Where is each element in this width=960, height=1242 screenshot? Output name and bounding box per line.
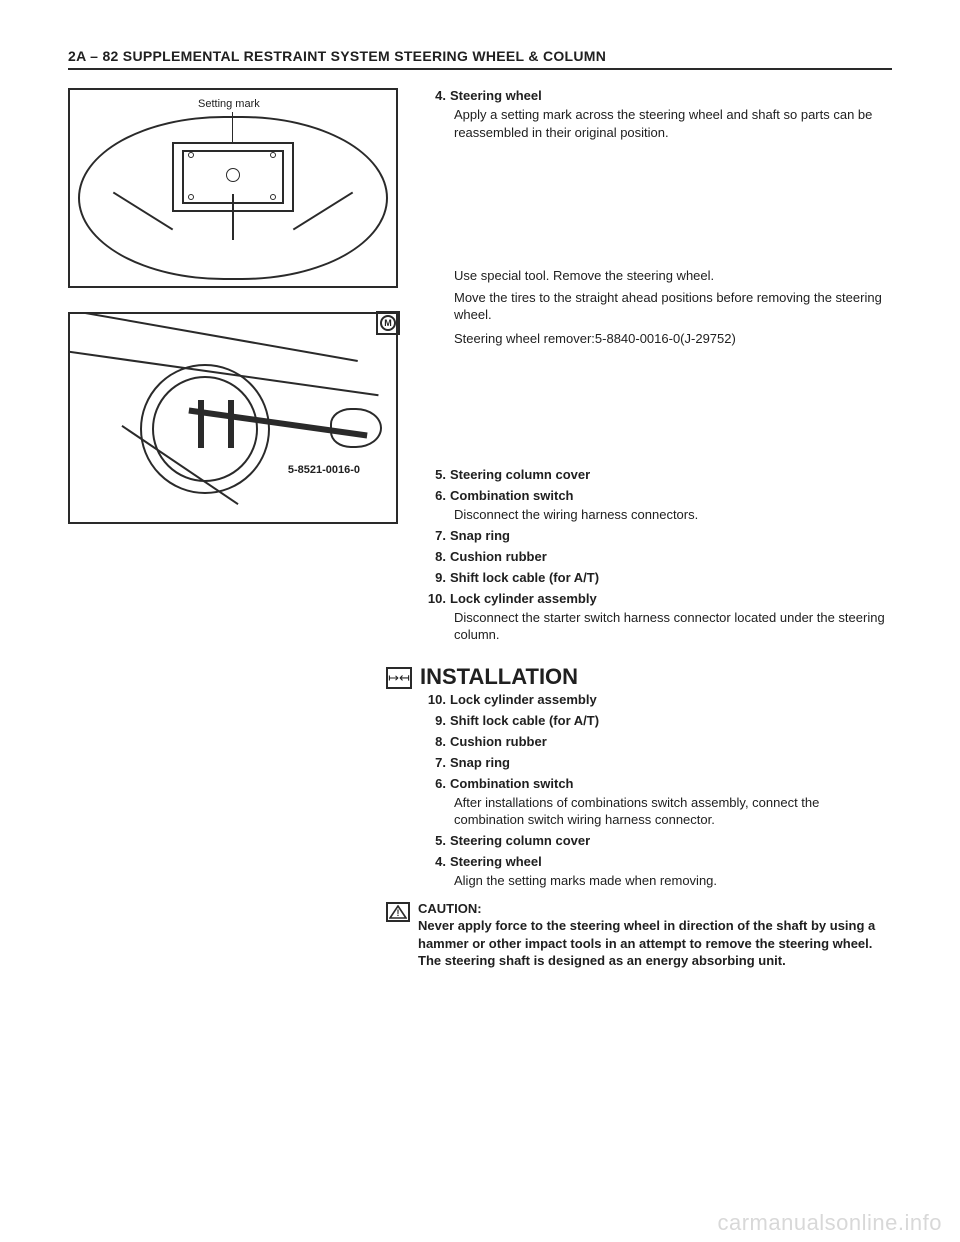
- bolt-hole-1: [188, 152, 194, 158]
- step-number: 4.: [420, 854, 450, 869]
- removal-step-5: 5. Steering column cover: [420, 467, 892, 482]
- step-number: 7.: [420, 528, 450, 543]
- tool-line-2: Move the tires to the straight ahead pos…: [454, 289, 892, 324]
- install-step-6: 6. Combination switch: [420, 776, 892, 791]
- step-label: Lock cylinder assembly: [450, 591, 892, 606]
- bolt-hole-3: [188, 194, 194, 200]
- install-step-4: 4. Steering wheel: [420, 854, 892, 869]
- install-step-5: 5. Steering column cover: [420, 833, 892, 848]
- step-body: Apply a setting mark across the steering…: [454, 106, 892, 141]
- step-label: Combination switch: [450, 776, 892, 791]
- step-body: Align the setting marks made when removi…: [454, 872, 892, 890]
- step-label: Steering column cover: [450, 833, 892, 848]
- spacer-2: [420, 351, 892, 467]
- step-label: Cushion rubber: [450, 549, 892, 564]
- step-body: Disconnect the wiring harness connectors…: [454, 506, 892, 524]
- figure-remover-tool: 5-8521-0016-0: [68, 312, 398, 524]
- hand-outline: [330, 408, 382, 448]
- step-number: 9.: [420, 713, 450, 728]
- step-number: 7.: [420, 755, 450, 770]
- step-number: 9.: [420, 570, 450, 585]
- watermark: carmanualsonline.info: [717, 1210, 942, 1236]
- caution-icon: !: [386, 902, 410, 922]
- header-text: 2A – 82 SUPPLEMENTAL RESTRAINT SYSTEM ST…: [68, 48, 892, 64]
- step-label: Steering column cover: [450, 467, 892, 482]
- setting-mark-label: Setting mark: [198, 98, 260, 110]
- step-number: 5.: [420, 833, 450, 848]
- step-number: 8.: [420, 549, 450, 564]
- install-icon: ↦↤: [386, 667, 412, 689]
- puller-leg-2: [228, 400, 234, 448]
- step-label: Steering wheel: [450, 88, 892, 103]
- page-header: 2A – 82 SUPPLEMENTAL RESTRAINT SYSTEM ST…: [68, 48, 892, 70]
- installation-heading-row: ↦↤ INSTALLATION: [386, 664, 892, 690]
- step-label: Lock cylinder assembly: [450, 692, 892, 707]
- tool-icon-letter: M: [380, 315, 396, 331]
- caution-body: Never apply force to the steering wheel …: [418, 917, 892, 970]
- step-body: Disconnect the starter switch harness co…: [454, 609, 892, 644]
- removal-step-9: 9. Shift lock cable (for A/T): [420, 570, 892, 585]
- install-step-10: 10. Lock cylinder assembly: [420, 692, 892, 707]
- step-label: Combination switch: [450, 488, 892, 503]
- tool-icon: M: [376, 311, 400, 335]
- step-label: Shift lock cable (for A/T): [450, 713, 892, 728]
- manual-page: 2A – 82 SUPPLEMENTAL RESTRAINT SYSTEM ST…: [0, 0, 960, 1242]
- caution-label: CAUTION:: [418, 900, 892, 918]
- bolt-hole-4: [270, 194, 276, 200]
- tool-number-label: 5-8521-0016-0: [288, 464, 360, 476]
- installation-title: INSTALLATION: [420, 664, 578, 690]
- bolt-hole-2: [270, 152, 276, 158]
- step-number: 6.: [420, 488, 450, 503]
- step-label: Steering wheel: [450, 854, 892, 869]
- removal-step-7: 7. Snap ring: [420, 528, 892, 543]
- removal-step-4: 4. Steering wheel Apply a setting mark a…: [420, 88, 892, 141]
- tool-line-1: Use special tool. Remove the steering wh…: [454, 267, 892, 285]
- install-step-9: 9. Shift lock cable (for A/T): [420, 713, 892, 728]
- caution-text-wrap: CAUTION: Never apply force to the steeri…: [418, 900, 892, 970]
- removal-step-8: 8. Cushion rubber: [420, 549, 892, 564]
- step-number: 5.: [420, 467, 450, 482]
- content-columns: Setting mark: [68, 88, 892, 970]
- step-number: 4.: [420, 88, 450, 103]
- step-label: Shift lock cable (for A/T): [450, 570, 892, 585]
- step-body: After installations of combinations swit…: [454, 794, 892, 829]
- step-label: Snap ring: [450, 528, 892, 543]
- step-label: Snap ring: [450, 755, 892, 770]
- step-number: 10.: [420, 591, 450, 606]
- warning-triangle-icon: !: [389, 905, 407, 919]
- text-column: 4. Steering wheel Apply a setting mark a…: [420, 88, 892, 970]
- step-label: Cushion rubber: [450, 734, 892, 749]
- dash-top: [68, 312, 358, 362]
- removal-step-10: 10. Lock cylinder assembly: [420, 591, 892, 606]
- shaft-center: [226, 168, 240, 182]
- figures-column: Setting mark: [68, 88, 398, 970]
- svg-text:!: !: [397, 908, 400, 918]
- removal-step-6: 6. Combination switch: [420, 488, 892, 503]
- spoke-bottom: [232, 194, 234, 240]
- install-step-8: 8. Cushion rubber: [420, 734, 892, 749]
- step-number: 6.: [420, 776, 450, 791]
- spacer: [420, 159, 892, 265]
- tool-line-3: Steering wheel remover:5-8840-0016-0(J-2…: [454, 330, 892, 348]
- puller-leg-1: [198, 400, 204, 448]
- install-step-7: 7. Snap ring: [420, 755, 892, 770]
- install-icon-glyph: ↦↤: [388, 670, 410, 686]
- figure-setting-mark: Setting mark: [68, 88, 398, 288]
- caution-block: ! CAUTION: Never apply force to the stee…: [386, 900, 892, 970]
- step-number: 10.: [420, 692, 450, 707]
- special-tool-block: M Use special tool. Remove the steering …: [420, 267, 892, 347]
- wheel-inner-2: [152, 376, 258, 482]
- step-number: 8.: [420, 734, 450, 749]
